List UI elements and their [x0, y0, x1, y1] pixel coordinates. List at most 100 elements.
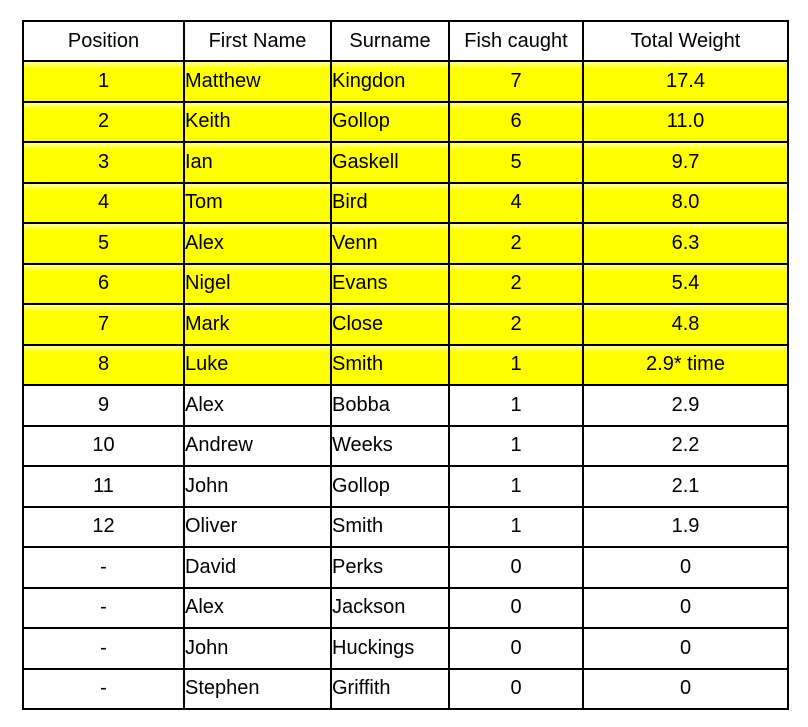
cell-total-weight: 2.9* time: [582, 343, 789, 386]
cell-total-weight: 1.9: [582, 505, 789, 548]
cell-first-name: Alex: [183, 384, 332, 427]
cell-total-weight: 8.0: [582, 181, 789, 224]
table-row: - David Perks 0 0: [22, 546, 789, 589]
table-row: 6 Nigel Evans 2 5.4: [22, 262, 789, 305]
cell-surname: Bobba: [330, 384, 450, 427]
cell-total-weight: 0: [582, 586, 789, 629]
cell-fish-caught: 7: [448, 60, 584, 103]
cell-surname: Bird: [330, 181, 450, 224]
cell-fish-caught: 2: [448, 222, 584, 265]
cell-position: 1: [22, 60, 185, 103]
table-body: 1 Matthew Kingdon 7 17.4 2 Keith Gollop 6 11.0 3 Ia…: [22, 60, 789, 710]
cell-total-weight: 0: [582, 667, 789, 710]
cell-surname: Gollop: [330, 465, 450, 508]
cell-fish-caught: 5: [448, 141, 584, 184]
table-row: 11 John Gollop 1 2.1: [22, 465, 789, 508]
cell-fish-caught: 2: [448, 303, 584, 346]
cell-surname: Evans: [330, 262, 450, 305]
table-row: 8 Luke Smith 1 2.9* time: [22, 343, 789, 386]
cell-fish-caught: 0: [448, 586, 584, 629]
cell-first-name: Luke: [183, 343, 332, 386]
column-header-first-name: First Name: [183, 20, 332, 62]
table-row: 12 Oliver Smith 1 1.9: [22, 505, 789, 548]
cell-surname: Weeks: [330, 424, 450, 467]
cell-fish-caught: 1: [448, 465, 584, 508]
cell-position: 4: [22, 181, 185, 224]
table-row: - Alex Jackson 0 0: [22, 586, 789, 629]
column-header-surname: Surname: [330, 20, 450, 62]
cell-total-weight: 17.4: [582, 60, 789, 103]
table-row: 5 Alex Venn 2 6.3: [22, 222, 789, 265]
cell-surname: Griffith: [330, 667, 450, 710]
cell-position: -: [22, 586, 185, 629]
cell-position: 5: [22, 222, 185, 265]
cell-first-name: Alex: [183, 586, 332, 629]
cell-surname: Perks: [330, 546, 450, 589]
cell-first-name: Mark: [183, 303, 332, 346]
cell-surname: Venn: [330, 222, 450, 265]
cell-surname: Huckings: [330, 627, 450, 670]
cell-fish-caught: 1: [448, 424, 584, 467]
results-table-container: Position First Name Surname Fish caught …: [22, 20, 789, 710]
cell-surname: Kingdon: [330, 60, 450, 103]
cell-surname: Smith: [330, 343, 450, 386]
cell-total-weight: 0: [582, 546, 789, 589]
cell-total-weight: 4.8: [582, 303, 789, 346]
cell-surname: Close: [330, 303, 450, 346]
cell-first-name: David: [183, 546, 332, 589]
cell-first-name: Matthew: [183, 60, 332, 103]
cell-first-name: Keith: [183, 100, 332, 143]
table-row: - Stephen Griffith 0 0: [22, 667, 789, 710]
cell-position: 12: [22, 505, 185, 548]
cell-fish-caught: 6: [448, 100, 584, 143]
cell-position: 3: [22, 141, 185, 184]
column-header-total-weight: Total Weight: [582, 20, 789, 62]
cell-fish-caught: 0: [448, 627, 584, 670]
cell-first-name: Alex: [183, 222, 332, 265]
cell-position: 11: [22, 465, 185, 508]
cell-position: 10: [22, 424, 185, 467]
table-row: 7 Mark Close 2 4.8: [22, 303, 789, 346]
cell-fish-caught: 4: [448, 181, 584, 224]
cell-fish-caught: 1: [448, 384, 584, 427]
cell-surname: Jackson: [330, 586, 450, 629]
table-row: - John Huckings 0 0: [22, 627, 789, 670]
cell-total-weight: 0: [582, 627, 789, 670]
cell-position: 7: [22, 303, 185, 346]
cell-fish-caught: 0: [448, 546, 584, 589]
column-header-fish-caught: Fish caught: [448, 20, 584, 62]
cell-first-name: Stephen: [183, 667, 332, 710]
cell-fish-caught: 1: [448, 343, 584, 386]
cell-first-name: Oliver: [183, 505, 332, 548]
cell-surname: Gollop: [330, 100, 450, 143]
results-table: Position First Name Surname Fish caught …: [22, 20, 789, 710]
cell-total-weight: 5.4: [582, 262, 789, 305]
table-row: 10 Andrew Weeks 1 2.2: [22, 424, 789, 467]
cell-total-weight: 2.9: [582, 384, 789, 427]
cell-fish-caught: 0: [448, 667, 584, 710]
cell-first-name: Tom: [183, 181, 332, 224]
table-row: 2 Keith Gollop 6 11.0: [22, 100, 789, 143]
cell-position: -: [22, 667, 185, 710]
cell-position: 9: [22, 384, 185, 427]
cell-fish-caught: 1: [448, 505, 584, 548]
table-row: 1 Matthew Kingdon 7 17.4: [22, 60, 789, 103]
cell-position: -: [22, 546, 185, 589]
cell-position: 8: [22, 343, 185, 386]
cell-first-name: Andrew: [183, 424, 332, 467]
cell-position: -: [22, 627, 185, 670]
cell-position: 2: [22, 100, 185, 143]
cell-fish-caught: 2: [448, 262, 584, 305]
cell-surname: Smith: [330, 505, 450, 548]
cell-surname: Gaskell: [330, 141, 450, 184]
table-row: 4 Tom Bird 4 8.0: [22, 181, 789, 224]
cell-position: 6: [22, 262, 185, 305]
column-header-position: Position: [22, 20, 185, 62]
cell-total-weight: 11.0: [582, 100, 789, 143]
cell-first-name: John: [183, 465, 332, 508]
cell-total-weight: 2.1: [582, 465, 789, 508]
cell-total-weight: 2.2: [582, 424, 789, 467]
table-row: 3 Ian Gaskell 5 9.7: [22, 141, 789, 184]
cell-first-name: Ian: [183, 141, 332, 184]
table-header-row: Position First Name Surname Fish caught …: [22, 20, 789, 62]
